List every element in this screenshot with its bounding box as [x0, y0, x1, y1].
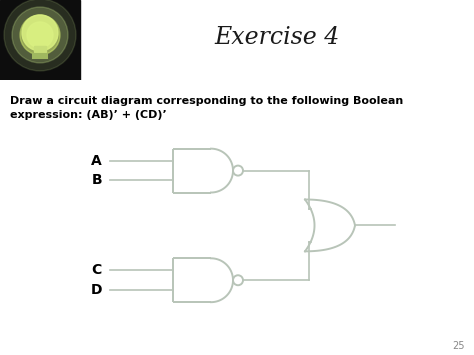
Text: A: A — [91, 154, 102, 168]
Text: C: C — [92, 263, 102, 277]
Circle shape — [22, 15, 58, 51]
Circle shape — [12, 7, 68, 63]
Bar — [34, 46, 46, 52]
Circle shape — [27, 22, 53, 48]
Text: expression: (AB)’ + (CD)’: expression: (AB)’ + (CD)’ — [10, 110, 167, 120]
Text: D: D — [91, 283, 102, 297]
Text: B: B — [91, 174, 102, 187]
Bar — [0, 0, 80, 80]
Circle shape — [4, 0, 76, 71]
Text: Draw a circuit diagram corresponding to the following Boolean: Draw a circuit diagram corresponding to … — [10, 96, 403, 106]
Circle shape — [20, 15, 60, 55]
Text: 25: 25 — [453, 341, 465, 351]
Text: Exercise 4: Exercise 4 — [214, 26, 340, 49]
